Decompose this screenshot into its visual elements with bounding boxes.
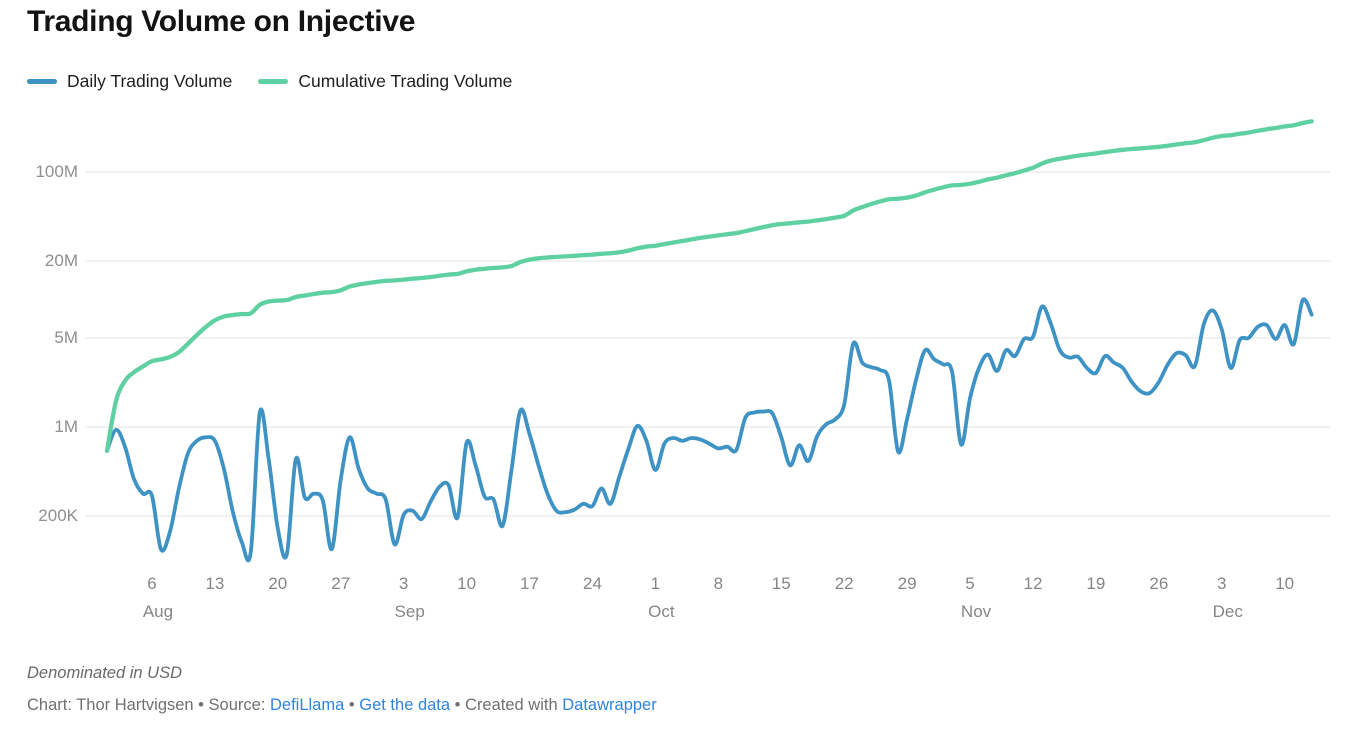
x-axis-tick-label: 27	[331, 574, 351, 593]
chart-note: Denominated in USD	[27, 664, 182, 682]
x-axis-tick-label: 6	[147, 574, 157, 593]
get-the-data-link[interactable]: Get the data	[359, 696, 451, 714]
chart-title: Trading Volume on Injective	[27, 5, 416, 38]
legend-label-cumulative: Cumulative Trading Volume	[298, 71, 513, 91]
x-axis-tick-label: 22	[834, 574, 854, 593]
x-axis-tick-label: 3	[398, 574, 409, 593]
x-axis-tick-label: 10	[1275, 574, 1295, 593]
y-axis-label: 200K	[38, 506, 78, 526]
x-axis-tick-label: 26	[1149, 574, 1169, 593]
x-axis-tick-label: 19	[1086, 574, 1106, 593]
credit-sep2: • Created with	[450, 696, 563, 714]
x-axis-tick-label: 8	[713, 574, 724, 593]
credit-prefix: Chart: Thor Hartvigsen • Source:	[27, 696, 270, 714]
y-axis-label: 1M	[54, 417, 78, 436]
datawrapper-link[interactable]: Datawrapper	[562, 696, 657, 714]
daily-volume-line[interactable]	[105, 297, 1314, 563]
x-axis-tick-label: 5	[965, 574, 975, 593]
x-axis-tick-label: 20	[268, 574, 288, 593]
x-axis-tick-label: 13	[205, 574, 225, 593]
daily-volume-swatch-icon	[27, 78, 57, 85]
x-axis-month-label: Nov	[960, 602, 992, 621]
x-axis-tick-label: 12	[1023, 574, 1043, 593]
x-axis-tick-label: 17	[520, 574, 539, 593]
y-axis-label: 100M	[35, 162, 78, 181]
x-axis-tick-label: 10	[457, 574, 477, 593]
x-axis-tick-label: 3	[1217, 574, 1227, 593]
chart-credit: Chart: Thor Hartvigsen • Source: DefiLla…	[27, 696, 657, 715]
x-axis-tick-label: 29	[897, 574, 917, 593]
source-link[interactable]: DefiLlama	[270, 696, 345, 714]
cumulative-volume-swatch-icon	[258, 78, 289, 85]
legend-item-daily: Daily Trading Volume	[27, 71, 232, 92]
x-axis-tick-label: 15	[771, 574, 791, 593]
x-axis-month-label: Aug	[142, 602, 174, 621]
y-axis-label: 5M	[54, 327, 78, 347]
credit-sep1: •	[344, 696, 360, 714]
y-axis-label: 20M	[44, 251, 78, 271]
x-axis-tick-label: 1	[650, 574, 661, 593]
legend: Daily Trading Volume Cumulative Trading …	[27, 71, 512, 92]
x-axis-month-label: Sep	[394, 602, 425, 621]
cumulative-volume-line[interactable]	[104, 119, 1314, 454]
x-axis-tick-label: 24	[582, 574, 602, 593]
legend-label-daily: Daily Trading Volume	[67, 71, 233, 91]
x-axis-month-label: Oct	[648, 602, 675, 621]
x-axis-month-label: Dec	[1212, 602, 1243, 621]
legend-item-cumulative: Cumulative Trading Volume	[258, 71, 512, 92]
